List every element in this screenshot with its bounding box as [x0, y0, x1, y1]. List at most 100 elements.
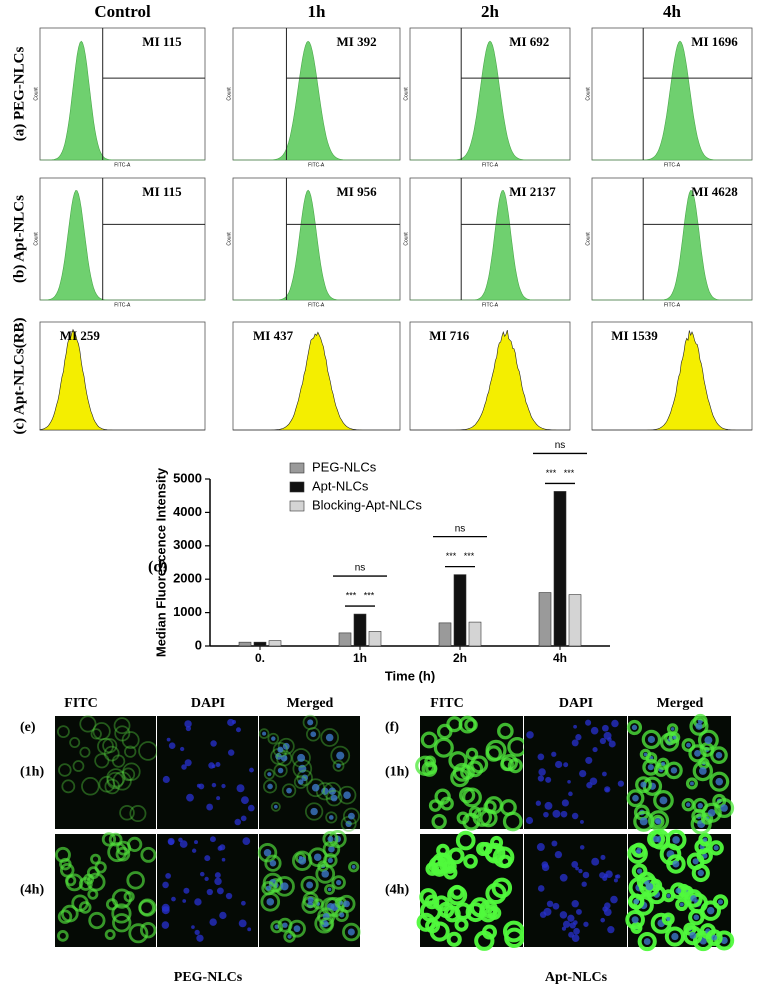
- cell: [112, 913, 132, 933]
- cell: [104, 929, 116, 940]
- nucleus: [280, 882, 289, 891]
- micrograph: [257, 829, 361, 947]
- histogram-peak: [592, 40, 752, 161]
- nucleus: [643, 752, 648, 757]
- nucleus: [165, 873, 171, 879]
- nucleus: [196, 783, 201, 788]
- nucleus: [586, 782, 593, 789]
- cell: [111, 903, 132, 924]
- cell: [69, 737, 81, 748]
- cell: [421, 761, 438, 777]
- nucleus: [168, 742, 176, 749]
- cell: [342, 922, 361, 942]
- nucleus: [711, 934, 718, 941]
- cell: [331, 875, 346, 890]
- channel-label: DAPI: [559, 696, 593, 711]
- mi-label: MI 2137: [509, 184, 556, 199]
- cell: [138, 741, 158, 761]
- legend-label: PEG-NLCs: [312, 459, 377, 474]
- nucleus: [330, 794, 338, 802]
- nucleus: [563, 762, 569, 768]
- nucleus: [690, 895, 697, 902]
- nucleus: [307, 719, 314, 726]
- histogram-axis-label: Count: [585, 232, 591, 246]
- significance: ***: [346, 590, 357, 600]
- nucleus: [599, 737, 607, 745]
- cell: [108, 832, 123, 847]
- cell: [668, 731, 681, 744]
- bar: [338, 632, 352, 647]
- nucleus: [692, 858, 699, 865]
- nucleus: [647, 764, 654, 771]
- nucleus: [666, 893, 671, 898]
- nucleus: [561, 926, 567, 931]
- nucleus: [600, 917, 606, 923]
- caption: Apt-NLCs: [545, 970, 608, 985]
- nucleus: [602, 724, 609, 732]
- nucleus: [336, 751, 345, 760]
- channel-label: DAPI: [191, 696, 225, 711]
- cell: [78, 877, 93, 891]
- histogram-peak: [410, 190, 570, 301]
- legend-swatch: [289, 500, 305, 512]
- bar: [353, 613, 367, 647]
- nucleus: [209, 918, 217, 926]
- cell: [57, 909, 73, 924]
- nucleus: [672, 836, 680, 844]
- cell: [446, 931, 462, 947]
- nucleus: [647, 735, 656, 744]
- nucleus: [343, 900, 350, 908]
- cell: [140, 846, 157, 863]
- panel-label: (e): [20, 720, 36, 735]
- nucleus: [546, 900, 554, 908]
- nucleus: [607, 926, 615, 934]
- histogram-peak: [592, 190, 752, 301]
- cell: [102, 738, 118, 754]
- cell: [455, 830, 476, 851]
- mi-label: MI 115: [142, 34, 182, 49]
- nucleus: [265, 885, 272, 891]
- cell: [447, 847, 465, 865]
- nucleus: [561, 799, 569, 807]
- cell: [103, 745, 120, 762]
- cell: [112, 771, 132, 791]
- histogram-axis-label: FITC-A: [482, 302, 499, 308]
- nucleus: [343, 791, 351, 799]
- nucleus: [249, 767, 254, 773]
- cell: [342, 807, 360, 825]
- nucleus: [328, 815, 334, 820]
- nucleus: [537, 885, 545, 892]
- nucleus: [713, 845, 719, 851]
- cell: [429, 921, 450, 942]
- histogram-axis-label: Count: [226, 232, 232, 246]
- nucleus: [611, 719, 619, 728]
- cell: [685, 777, 698, 790]
- nucleus: [184, 759, 192, 767]
- nucleus: [579, 769, 587, 778]
- cell: [448, 751, 468, 771]
- nucleus: [602, 771, 607, 777]
- nucleus: [211, 782, 217, 788]
- cell: [115, 846, 131, 862]
- nucleus: [345, 820, 352, 827]
- nucleus: [240, 815, 247, 822]
- channel-label: Merged: [287, 696, 334, 711]
- nucleus: [655, 819, 661, 824]
- cell: [669, 882, 687, 900]
- cell: [104, 778, 120, 795]
- nucleus: [679, 902, 684, 907]
- histogram-axis-label: Count: [226, 87, 232, 101]
- cell: [459, 787, 476, 804]
- nucleus: [537, 775, 545, 782]
- cell: [626, 789, 645, 808]
- cell: [683, 925, 703, 946]
- cell: [420, 731, 438, 749]
- nucleus: [569, 922, 576, 929]
- nucleus: [208, 762, 215, 769]
- caption: PEG-NLCs: [174, 970, 243, 985]
- nucleus: [590, 726, 599, 735]
- cell: [464, 718, 478, 732]
- nucleus: [543, 811, 549, 818]
- histogram-axis-label: FITC-A: [308, 162, 325, 168]
- bar: [438, 622, 452, 647]
